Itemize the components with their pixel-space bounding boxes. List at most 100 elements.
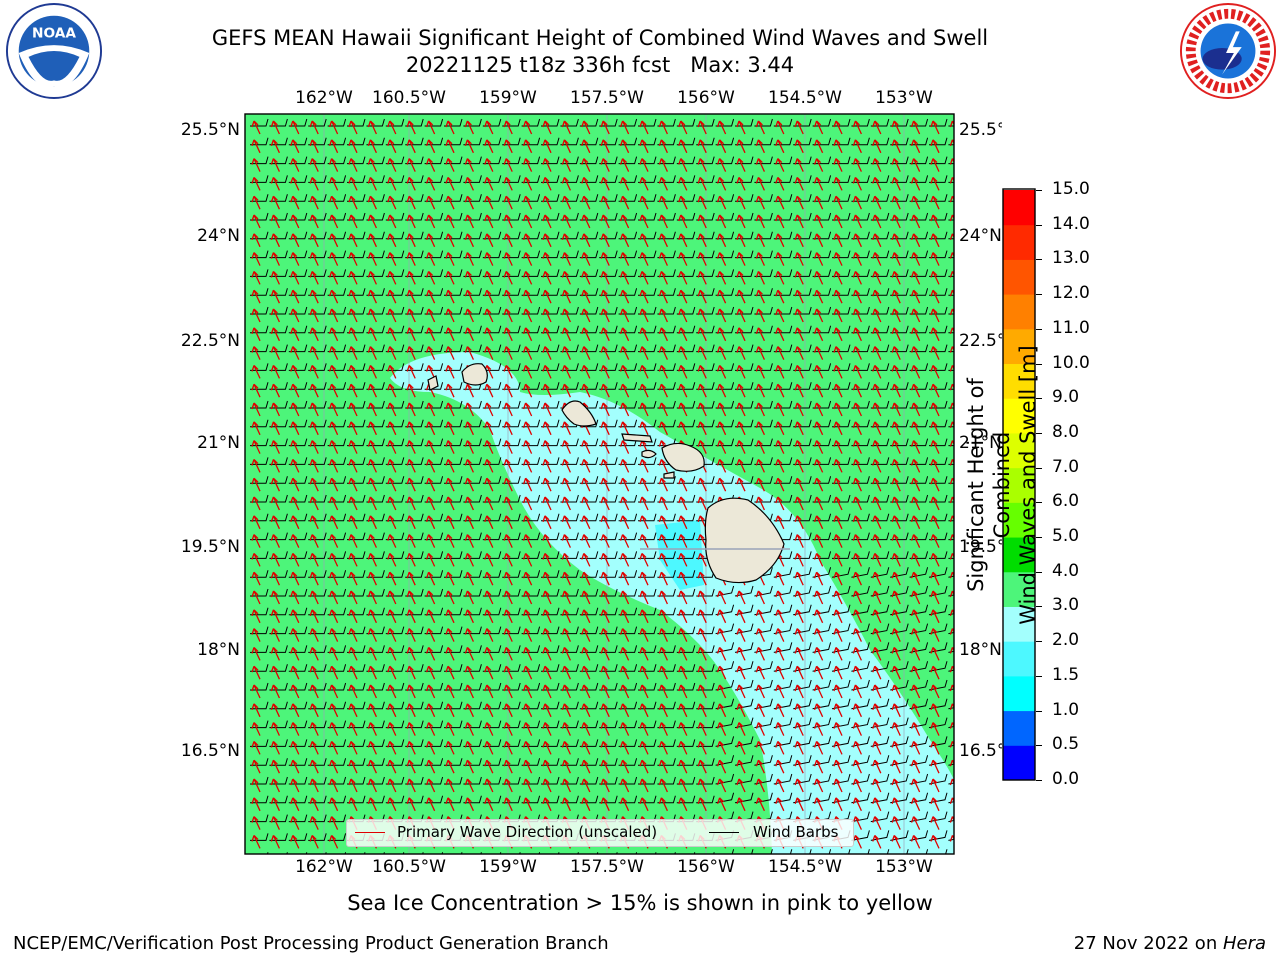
wave-arrow <box>348 590 358 605</box>
wind-barb <box>579 551 599 559</box>
wave-arrow <box>910 346 921 360</box>
wind-barb <box>347 664 366 672</box>
wave-arrow <box>290 364 300 379</box>
wave-arrow <box>910 458 921 473</box>
wave-arrow <box>716 421 727 436</box>
wave-arrow <box>445 684 455 699</box>
wave-arrow <box>872 195 882 210</box>
wave-arrow <box>328 552 339 567</box>
wave-arrow <box>794 421 804 436</box>
wind-barb <box>909 306 929 315</box>
lat-tick-label-left: 21°N <box>197 433 240 453</box>
wind-barb <box>870 212 890 221</box>
wave-arrow <box>522 176 533 191</box>
wave-arrow <box>348 778 358 793</box>
wave-arrow <box>697 646 707 661</box>
wind-barb <box>366 137 385 146</box>
lat-tick-label-left: 24°N <box>197 226 240 246</box>
wind-barb <box>735 118 754 127</box>
wind-barb <box>929 382 948 390</box>
wave-arrow <box>445 327 455 342</box>
wind-barb <box>269 269 288 277</box>
wind-barb <box>870 194 890 202</box>
wave-arrow <box>348 421 358 436</box>
wind-barb <box>269 513 288 522</box>
wind-barb <box>521 269 541 277</box>
wave-arrow <box>872 740 882 755</box>
wave-arrow <box>270 421 280 436</box>
wave-arrow <box>891 270 901 285</box>
wave-arrow <box>445 120 455 135</box>
wave-arrow <box>251 759 261 774</box>
wave-arrow <box>930 327 940 342</box>
wind-barb <box>327 325 347 334</box>
wind-barb <box>502 682 521 691</box>
wind-barb <box>269 645 288 653</box>
wave-arrow <box>891 214 901 229</box>
wave-arrow <box>328 703 339 718</box>
wind-barb <box>482 288 502 296</box>
wave-arrow <box>852 740 862 755</box>
wind-barb <box>444 325 463 334</box>
wave-arrow <box>678 252 688 266</box>
wave-arrow <box>425 496 436 511</box>
wind-barb <box>463 664 482 672</box>
wave-arrow <box>619 158 630 172</box>
wind-barb <box>482 269 502 277</box>
wind-barb <box>560 795 579 804</box>
wave-arrow <box>891 722 901 736</box>
wave-arrow <box>367 364 377 379</box>
wave-arrow <box>619 665 630 680</box>
wind-barb <box>773 457 793 465</box>
wind-barb <box>463 682 482 691</box>
wind-barb <box>424 325 444 334</box>
wind-barb <box>715 194 735 202</box>
wind-barb <box>288 532 308 541</box>
wave-arrow <box>251 252 261 266</box>
wind-barb <box>579 588 599 597</box>
colorbar-tick-mark <box>1036 432 1042 434</box>
wind-barb <box>250 137 269 146</box>
wind-barb <box>870 306 890 315</box>
wind-barb <box>347 776 366 785</box>
wave-arrow <box>290 252 300 266</box>
wind-barb <box>579 306 599 315</box>
wave-arrow <box>794 684 804 699</box>
wave-arrow <box>891 252 901 266</box>
wind-barb <box>618 720 638 729</box>
wave-arrow <box>678 552 688 567</box>
wind-barb <box>521 419 541 428</box>
wind-barb <box>560 363 579 371</box>
wave-arrow <box>251 496 261 511</box>
wave-arrow <box>503 402 513 417</box>
wave-arrow <box>910 308 921 323</box>
wave-arrow <box>852 552 862 567</box>
wind-barb <box>929 306 948 315</box>
wave-arrow <box>309 308 319 323</box>
wave-arrow <box>348 477 358 492</box>
wave-arrow <box>542 195 552 210</box>
wave-arrow <box>309 609 319 624</box>
wave-arrow <box>736 440 746 454</box>
wave-arrow <box>425 759 436 774</box>
wind-barb <box>444 344 463 353</box>
wave-arrow <box>445 364 455 379</box>
wave-arrow <box>736 609 746 624</box>
wave-arrow <box>658 571 668 586</box>
wind-barb <box>347 720 366 729</box>
wave-arrow <box>716 458 727 473</box>
wind-barb <box>657 363 676 371</box>
wave-arrow <box>581 233 591 248</box>
wave-arrow <box>600 740 610 755</box>
wind-barb <box>851 156 870 165</box>
wave-arrow <box>367 195 377 210</box>
wave-arrow <box>251 834 261 849</box>
wind-barb <box>288 664 308 672</box>
wind-barb <box>832 306 851 315</box>
wind-barb <box>385 212 405 221</box>
wave-arrow <box>813 346 824 360</box>
wind-barb <box>657 175 676 183</box>
wave-arrow <box>619 252 630 266</box>
wind-barb <box>521 626 541 635</box>
wave-arrow <box>251 195 261 210</box>
